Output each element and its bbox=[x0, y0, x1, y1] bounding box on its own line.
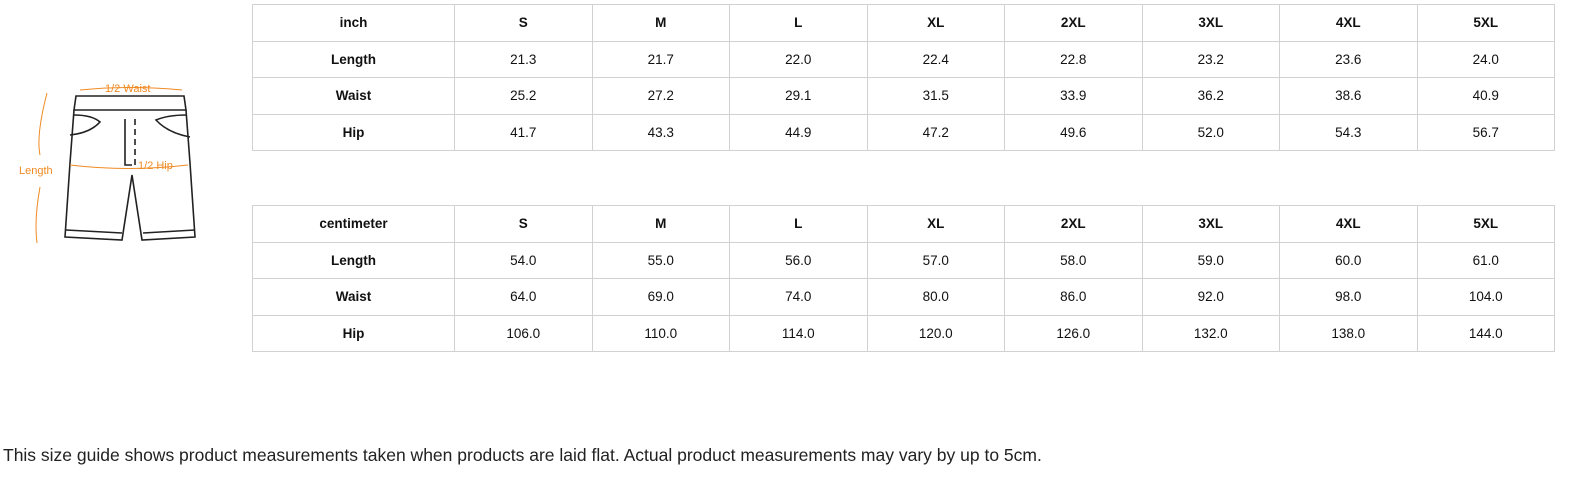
measurement-value: 64.0 bbox=[454, 278, 593, 316]
shorts-measurement-diagram: 1/2 Waist 1/2 Hip Length bbox=[19, 83, 196, 244]
length-label: Length bbox=[19, 165, 53, 177]
measurement-value: 23.2 bbox=[1141, 40, 1280, 78]
measurement-value: 58.0 bbox=[1004, 241, 1143, 279]
size-header: 4XL bbox=[1279, 205, 1418, 243]
table-row: Waist 25.2 27.2 29.1 31.5 33.9 36.2 38.6 40.9 bbox=[252, 77, 1555, 115]
measurement-value: 27.2 bbox=[591, 77, 730, 115]
header-row: inch S M L XL 2XL 3XL 4XL 5XL bbox=[252, 4, 1555, 42]
size-table-inch: inch S M L XL 2XL 3XL 4XL 5XL Length 21.3 21.7 22.0 2… bbox=[252, 4, 1555, 151]
size-header: XL bbox=[866, 205, 1005, 243]
measurement-value: 29.1 bbox=[729, 77, 868, 115]
measurement-value: 98.0 bbox=[1279, 278, 1418, 316]
unit-header: inch bbox=[252, 4, 455, 42]
measurement-value: 44.9 bbox=[729, 113, 868, 151]
table-row: Hip 41.7 43.3 44.9 47.2 49.6 52.0 54.3 56.7 bbox=[252, 113, 1555, 151]
size-header: XL bbox=[866, 4, 1005, 42]
measurement-value: 55.0 bbox=[591, 241, 730, 279]
length-arrow bbox=[35, 92, 48, 244]
hip-arrow bbox=[69, 164, 189, 169]
measurement-value: 74.0 bbox=[729, 278, 868, 316]
measurement-value: 31.5 bbox=[866, 77, 1005, 115]
size-header: S bbox=[454, 205, 593, 243]
size-header: L bbox=[729, 205, 868, 243]
half-waist-label: 1/2 Waist bbox=[105, 83, 150, 95]
measurement-label: Length bbox=[252, 241, 455, 279]
measurement-value: 23.6 bbox=[1279, 40, 1418, 78]
table-row: Length 54.0 55.0 56.0 57.0 58.0 59.0 60.0 61.0 bbox=[252, 241, 1555, 279]
measurement-label: Waist bbox=[252, 77, 455, 115]
measurement-value: 106.0 bbox=[454, 314, 593, 352]
measurement-label: Hip bbox=[252, 314, 455, 352]
measurement-value: 110.0 bbox=[591, 314, 730, 352]
measurement-value: 22.0 bbox=[729, 40, 868, 78]
measurement-value: 22.4 bbox=[866, 40, 1005, 78]
measurement-value: 61.0 bbox=[1416, 241, 1555, 279]
measurement-value: 49.6 bbox=[1004, 113, 1143, 151]
measurement-value: 132.0 bbox=[1141, 314, 1280, 352]
measurement-value: 104.0 bbox=[1416, 278, 1555, 316]
measurement-value: 114.0 bbox=[729, 314, 868, 352]
measurement-value: 36.2 bbox=[1141, 77, 1280, 115]
measurement-value: 86.0 bbox=[1004, 278, 1143, 316]
measurement-value: 52.0 bbox=[1141, 113, 1280, 151]
measurement-label: Length bbox=[252, 40, 455, 78]
measurement-value: 24.0 bbox=[1416, 40, 1555, 78]
measurement-value: 54.0 bbox=[454, 241, 593, 279]
size-header: 3XL bbox=[1141, 205, 1280, 243]
measurement-value: 43.3 bbox=[591, 113, 730, 151]
size-header: 5XL bbox=[1416, 4, 1555, 42]
measurement-value: 69.0 bbox=[591, 278, 730, 316]
measurement-value: 33.9 bbox=[1004, 77, 1143, 115]
size-header: M bbox=[591, 4, 730, 42]
measurement-value: 38.6 bbox=[1279, 77, 1418, 115]
measurement-value: 60.0 bbox=[1279, 241, 1418, 279]
measurement-label: Hip bbox=[252, 113, 455, 151]
measurement-value: 22.8 bbox=[1004, 40, 1143, 78]
measurement-value: 41.7 bbox=[454, 113, 593, 151]
measurement-value: 40.9 bbox=[1416, 77, 1555, 115]
measurement-value: 54.3 bbox=[1279, 113, 1418, 151]
measurement-value: 56.7 bbox=[1416, 113, 1555, 151]
measurement-value: 59.0 bbox=[1141, 241, 1280, 279]
measurement-value: 126.0 bbox=[1004, 314, 1143, 352]
table-row: Hip 106.0 110.0 114.0 120.0 126.0 132.0 138.0 14… bbox=[252, 314, 1555, 352]
measurement-value: 25.2 bbox=[454, 77, 593, 115]
size-header: 5XL bbox=[1416, 205, 1555, 243]
measurement-value: 120.0 bbox=[866, 314, 1005, 352]
size-header: 2XL bbox=[1004, 205, 1143, 243]
size-header: 3XL bbox=[1141, 4, 1280, 42]
size-header: 4XL bbox=[1279, 4, 1418, 42]
measurement-value: 21.7 bbox=[591, 40, 730, 78]
shorts-icon bbox=[64, 95, 196, 241]
size-header: M bbox=[591, 205, 730, 243]
measurement-value: 92.0 bbox=[1141, 278, 1280, 316]
measurement-label: Waist bbox=[252, 278, 455, 316]
measurement-value: 144.0 bbox=[1416, 314, 1555, 352]
measurement-value: 56.0 bbox=[729, 241, 868, 279]
size-header: L bbox=[729, 4, 868, 42]
size-guide-note: This size guide shows product measuremen… bbox=[3, 445, 1042, 465]
measurement-value: 47.2 bbox=[866, 113, 1005, 151]
measurement-value: 80.0 bbox=[866, 278, 1005, 316]
size-table-centimeter: centimeter S M L XL 2XL 3XL 4XL 5XL Length 54.0 55.… bbox=[252, 205, 1555, 352]
size-header: S bbox=[454, 4, 593, 42]
measurement-value: 57.0 bbox=[866, 241, 1005, 279]
measurement-value: 138.0 bbox=[1279, 314, 1418, 352]
unit-header: centimeter bbox=[252, 205, 455, 243]
measurement-value: 21.3 bbox=[454, 40, 593, 78]
size-header: 2XL bbox=[1004, 4, 1143, 42]
half-hip-label: 1/2 Hip bbox=[138, 160, 173, 172]
table-row: Waist 64.0 69.0 74.0 80.0 86.0 92.0 98.0 104.0 bbox=[252, 278, 1555, 316]
waist-arrow bbox=[79, 87, 183, 91]
table-row: Length 21.3 21.7 22.0 22.4 22.8 23.2 23.6 24.0 bbox=[252, 40, 1555, 78]
header-row: centimeter S M L XL 2XL 3XL 4XL 5XL bbox=[252, 205, 1555, 243]
